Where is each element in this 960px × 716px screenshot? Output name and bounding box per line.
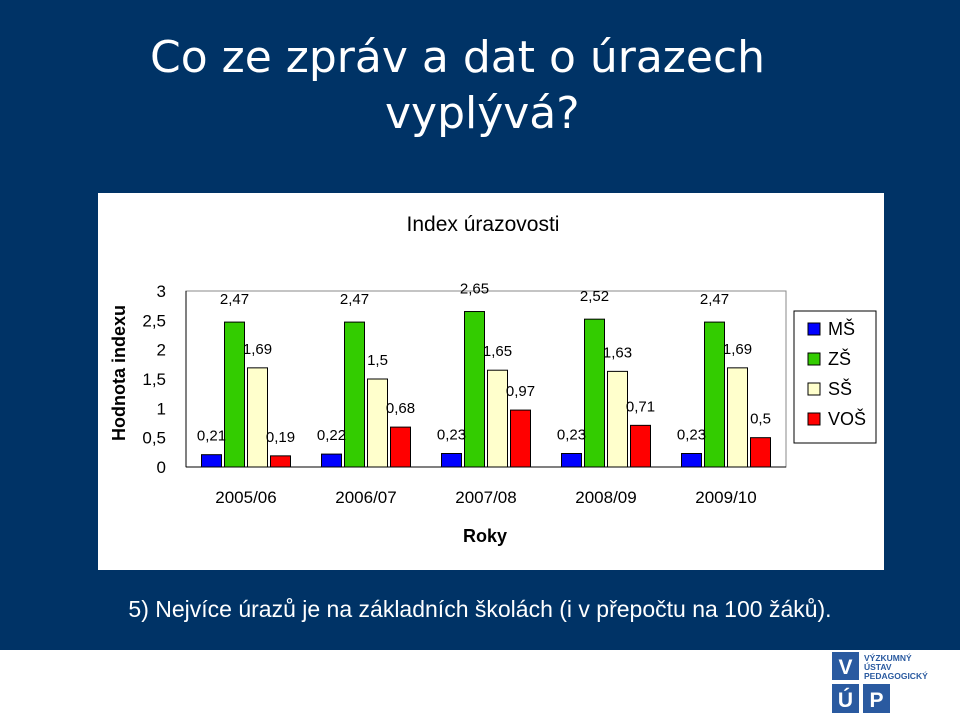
bar-3-2 — [367, 378, 388, 468]
chart-title: Index úrazovosti — [407, 213, 560, 236]
legend-label: VOŠ — [828, 408, 866, 429]
data-label: 2,47 — [220, 291, 249, 308]
logo-box-u — [832, 684, 859, 713]
data-label: 0,19 — [266, 429, 295, 446]
y-tick-label: 1,5 — [142, 370, 166, 389]
data-label: 2,47 — [340, 291, 369, 308]
title-line-2: vyplývá? — [385, 88, 580, 139]
bar-2-1 — [224, 321, 245, 468]
data-label: 0,71 — [626, 398, 655, 415]
bar-2-4 — [584, 318, 605, 468]
data-label: 1,69 — [723, 341, 752, 358]
legend-label: MŠ — [828, 318, 855, 339]
bar-4-5 — [750, 437, 771, 468]
title-line-1: Co ze zpráv a dat o úrazech — [150, 32, 766, 83]
x-tick-label: 2007/08 — [455, 488, 516, 507]
data-label: 2,47 — [700, 291, 729, 308]
logo-letter-p: P — [869, 689, 883, 712]
legend-swatch — [807, 322, 821, 336]
legend-label: ZŠ — [828, 348, 851, 369]
chart: Index úrazovosti Hodnota indexu Roky 0 0,… — [109, 213, 877, 546]
data-label: 2,52 — [580, 288, 609, 305]
logo-text-2: ÚSTAV — [864, 661, 892, 672]
bar-3-1 — [247, 367, 268, 468]
chart-panel: Index úrazovosti Hodnota indexu Roky 0 0,… — [98, 193, 884, 570]
bar-3-3 — [487, 369, 508, 468]
y-tick-label: 2,5 — [142, 311, 166, 330]
bar-1-5 — [681, 453, 702, 468]
slide-caption: 5) Nejvíce úrazů je na základních školác… — [128, 596, 832, 622]
bar-1-3 — [441, 453, 462, 468]
data-label: 0,23 — [677, 427, 706, 444]
x-axis-label: Roky — [463, 526, 507, 546]
legend-swatch — [807, 382, 821, 396]
legend-swatch — [807, 412, 821, 426]
y-tick-label: 0,5 — [142, 429, 166, 448]
legend-swatch — [807, 352, 821, 366]
logo-letter-v: V — [838, 656, 852, 679]
bar-2-5 — [704, 321, 725, 468]
logo-letter-u: Ú — [838, 688, 853, 712]
bar-3-5 — [727, 367, 748, 468]
bar-4-1 — [270, 455, 291, 468]
data-label: 0,23 — [557, 427, 586, 444]
bar-1-1 — [201, 454, 222, 468]
data-label: 2,65 — [460, 281, 489, 298]
bar-4-3 — [510, 409, 531, 468]
y-axis-label: Hodnota indexu — [109, 305, 129, 441]
bar-1-4 — [561, 453, 582, 468]
data-label: 1,65 — [483, 343, 512, 360]
y-tick-label: 2 — [157, 341, 166, 360]
vup-logo: V Ú P VÝZKUMNÝ ÚSTAV PEDAGOGICKÝ — [832, 652, 928, 713]
bar-2-2 — [344, 321, 365, 468]
logo-box-p — [863, 684, 890, 713]
data-label: 0,68 — [386, 400, 415, 417]
bar-2-3 — [464, 311, 485, 468]
y-tick-label: 3 — [157, 282, 166, 301]
bar-1-2 — [321, 453, 342, 468]
data-label: 0,23 — [437, 427, 466, 444]
x-tick-label: 2009/10 — [695, 488, 756, 507]
bar-3-4 — [607, 370, 628, 468]
data-label: 1,69 — [243, 341, 272, 358]
logo-box-v — [832, 652, 859, 680]
logo-text-3: PEDAGOGICKÝ — [864, 670, 928, 681]
logo-text-1: VÝZKUMNÝ — [864, 652, 912, 663]
x-tick-label: 2005/06 — [215, 488, 276, 507]
x-tick-label: 2006/07 — [335, 488, 396, 507]
y-tick-label: 1 — [157, 399, 166, 418]
bar-4-2 — [390, 426, 411, 468]
data-label: 0,97 — [506, 383, 535, 400]
data-label: 1,5 — [367, 352, 388, 369]
data-label: 1,63 — [603, 344, 632, 361]
footer — [0, 650, 960, 716]
data-label: 0,21 — [197, 428, 226, 445]
data-label: 0,5 — [750, 411, 771, 428]
bar-4-4 — [630, 424, 651, 468]
data-label: 0,22 — [317, 427, 346, 444]
legend-label: SŠ — [828, 378, 852, 399]
x-tick-label: 2008/09 — [575, 488, 636, 507]
y-tick-label: 0 — [157, 458, 166, 477]
slide-title: Co ze zpráv a dat o úrazech vyplývá? — [150, 30, 850, 142]
